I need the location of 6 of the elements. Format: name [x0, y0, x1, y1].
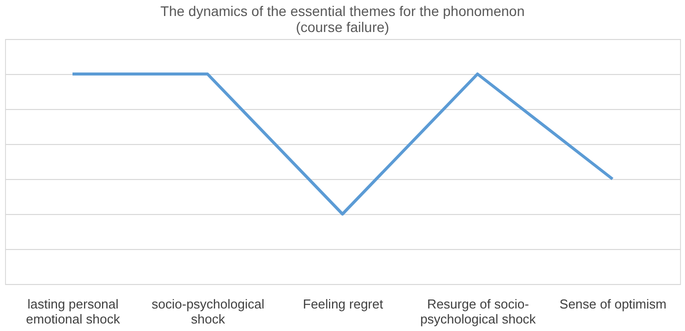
- x-tick-label: Sense of optimism: [560, 296, 666, 312]
- x-tick-label: socio-psychological shock: [152, 296, 264, 326]
- chart-title: The dynamics of the essential themes for the phonomenon (course failure): [160, 3, 525, 35]
- x-tick-label: lasting personal emotional shock: [26, 296, 120, 326]
- x-tick-label: Resurge of socio-psychological shock: [420, 296, 536, 326]
- x-tick-label: Feeling regret: [302, 296, 384, 312]
